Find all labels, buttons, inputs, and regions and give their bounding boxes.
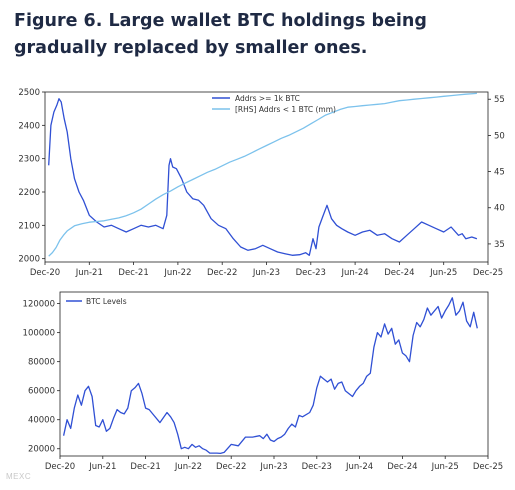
y-tick-label: 60000 — [28, 387, 55, 397]
x-tick-label: Jun-24 — [345, 462, 373, 472]
y-tick-label: 20000 — [28, 445, 55, 455]
x-tick-label: Dec-20 — [30, 268, 60, 278]
y-tick-label: 80000 — [28, 358, 55, 368]
x-tick-label: Dec-24 — [384, 268, 414, 278]
series-line-1 — [48, 92, 477, 257]
x-tick-label: Dec-21 — [118, 268, 148, 278]
series-line-0 — [62, 297, 478, 455]
plot-frame — [59, 291, 489, 457]
figure-title: Figure 6. Large wallet BTC holdings bein… — [14, 11, 427, 58]
legend-label: Addrs >= 1k BTC — [235, 94, 300, 103]
x-tick-label: Dec-22 — [207, 268, 237, 278]
y-left-tick-label: 2300 — [18, 155, 40, 165]
x-tick-label: Dec-23 — [296, 268, 326, 278]
y-right-tick-label: 40 — [494, 204, 505, 214]
x-tick-label: Dec-21 — [130, 462, 160, 472]
y-right-tick-label: 35 — [494, 240, 505, 250]
x-tick-label: Jun-24 — [341, 268, 369, 278]
x-tick-label: Dec-25 — [473, 268, 503, 278]
x-tick-label: Dec-20 — [45, 462, 75, 472]
y-left-tick-label: 2200 — [18, 188, 40, 198]
x-tick-label: Jun-23 — [259, 462, 287, 472]
x-tick-label: Dec-25 — [473, 462, 503, 472]
x-tick-label: Jun-23 — [252, 268, 280, 278]
y-left-tick-label: 2400 — [18, 121, 40, 131]
y-tick-label: 40000 — [28, 416, 55, 426]
y-left-tick-label: 2000 — [18, 255, 40, 265]
x-tick-label: Jun-22 — [163, 268, 191, 278]
y-left-tick-label: 2100 — [18, 221, 40, 231]
x-tick-label: Jun-25 — [429, 268, 457, 278]
y-right-tick-label: 45 — [494, 168, 505, 178]
price-chart-panel: Dec-20 Jun-21 Dec-21 Jun-22 Dec-22 Jun-23 Dec-… — [0, 284, 515, 472]
y-tick-label: 100000 — [23, 329, 55, 339]
y-tick-label: 120000 — [23, 300, 55, 310]
plot-frame — [44, 91, 489, 263]
legend-label: BTC Levels — [86, 297, 127, 306]
x-tick-label: Jun-22 — [174, 462, 202, 472]
x-tick-label: Dec-22 — [216, 462, 246, 472]
y-right-tick-label: 55 — [494, 95, 505, 105]
price-chart: Dec-20 Jun-21 Dec-21 Jun-22 Dec-22 Jun-23 Dec-… — [23, 291, 503, 472]
x-tick-label: Jun-21 — [88, 462, 116, 472]
holdings-chart: Dec-20 Jun-21 Dec-21 Jun-22 Dec-22 Jun-23 Dec-… — [18, 88, 505, 278]
series-line-0 — [48, 98, 478, 256]
x-tick-label: Jun-25 — [431, 462, 459, 472]
legend-label: [RHS] Addrs < 1 BTC (mm) — [235, 105, 336, 114]
x-tick-label: Dec-24 — [387, 462, 417, 472]
y-left-tick-label: 2500 — [18, 88, 40, 98]
x-tick-label: Dec-23 — [302, 462, 332, 472]
watermark: MEXC — [6, 472, 32, 481]
x-tick-label: Jun-21 — [75, 268, 103, 278]
y-right-tick-label: 50 — [494, 131, 505, 141]
holdings-chart-panel: Dec-20 Jun-21 Dec-21 Jun-22 Dec-22 Jun-23 Dec-… — [0, 80, 515, 282]
